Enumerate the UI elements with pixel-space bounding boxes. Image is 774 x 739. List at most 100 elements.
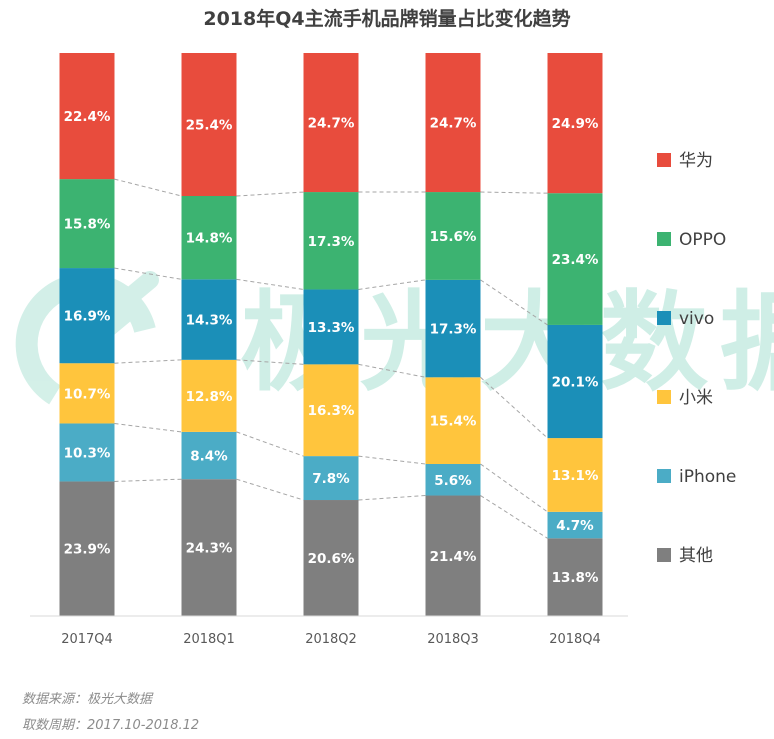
x-tick-label: 2018Q4: [549, 632, 601, 647]
bar-series-2018q1: [181, 479, 237, 616]
data-label: 13.8%: [552, 570, 599, 586]
connector-line: [358, 495, 426, 501]
bar-series-2018q2: [303, 500, 359, 616]
connector-line: [236, 191, 304, 197]
bar-series-2018q2: [303, 53, 359, 193]
bar-iphone-2018q2: [303, 456, 359, 501]
bar-vivo-2018q4: [547, 324, 603, 439]
x-tick-label: 2018Q3: [427, 632, 479, 647]
connector-line: [358, 363, 426, 378]
legend-swatch: [657, 232, 671, 246]
data-label: 12.8%: [186, 389, 233, 405]
bar-oppo-2018q4: [547, 193, 603, 325]
bar-iphone-2018q4: [547, 511, 603, 539]
data-label: 24.3%: [186, 541, 233, 557]
connector-line: [114, 359, 182, 364]
data-label: 15.6%: [430, 229, 477, 245]
bar-vivo-2018q1: [181, 279, 237, 360]
bar-series-2018q1: [181, 53, 237, 197]
connector-line: [236, 478, 304, 501]
x-tick-label: 2018Q2: [305, 632, 357, 647]
legend-label: 华为: [679, 151, 713, 171]
x-tick-label: 2018Q1: [183, 632, 235, 647]
legend: 华为 OPPO vivo 小米 iPhone 其他: [657, 151, 736, 566]
data-label: 21.4%: [430, 549, 477, 565]
bars: 23.9% 10.3% 10.7% 16.9% 15.8% 22.4% 24.3% 8.4% 1…: [59, 53, 603, 616]
connector-line: [114, 267, 182, 280]
connector-line: [114, 178, 182, 197]
data-label: 13.1%: [552, 468, 599, 484]
stacked-bar-chart: 极光大数据 23.9% 10.3% 10.7% 16.9% 15.8% 22.4% 24.3…: [15, 53, 774, 647]
bar-oppo-2018q1: [181, 196, 237, 280]
bar-series-2018q4: [547, 53, 603, 194]
watermark: 极光大数据: [15, 271, 774, 406]
data-label: 15.4%: [430, 414, 477, 430]
connector-line: [114, 422, 182, 433]
bar-series-2017q4: [59, 53, 115, 180]
bar-series-2018q4: [547, 538, 603, 616]
bar-iphone-2017q4: [59, 423, 115, 482]
data-label: 16.9%: [64, 309, 111, 325]
data-label: 23.4%: [552, 252, 599, 268]
chart-title: 2018年Q4主流手机品牌销量占比变化趋势: [203, 8, 571, 30]
data-label: 14.8%: [186, 231, 233, 247]
bar-series-2018q4: [547, 438, 603, 512]
data-label: 20.6%: [308, 551, 355, 567]
connector-line: [358, 279, 426, 290]
bar-series-2018q3: [425, 377, 481, 464]
data-label: 7.8%: [312, 471, 350, 487]
data-label: 20.1%: [552, 375, 599, 391]
bar-oppo-2018q2: [303, 192, 359, 290]
data-source: 数据来源：极光大数据: [22, 692, 153, 707]
legend-swatch: [657, 548, 671, 562]
legend-item-oppo: OPPO: [657, 230, 726, 250]
bar-vivo-2018q3: [425, 279, 481, 378]
bar-series-2018q3: [425, 53, 481, 193]
data-period: 取数周期：2017.10-2018.12: [22, 718, 200, 733]
bar-iphone-2018q3: [425, 463, 481, 496]
connector-line: [114, 478, 182, 482]
data-label: 24.9%: [552, 116, 599, 132]
legend-swatch: [657, 153, 671, 167]
connector-line: [480, 495, 548, 539]
data-label: 5.6%: [434, 473, 472, 489]
data-label: 14.3%: [186, 313, 233, 329]
connector-line: [480, 463, 548, 513]
data-label: 17.3%: [308, 234, 355, 250]
bar-vivo-2017q4: [59, 268, 115, 364]
bar-series-2017q4: [59, 363, 115, 424]
data-label: 24.7%: [308, 116, 355, 132]
bar-series-2018q1: [181, 359, 237, 432]
legend-label: OPPO: [679, 230, 726, 250]
data-label: 15.8%: [64, 217, 111, 233]
connector-lines: [114, 178, 548, 539]
bar-oppo-2018q3: [425, 192, 481, 280]
data-label: 16.3%: [308, 403, 355, 419]
legend-swatch: [657, 469, 671, 483]
bar-series-2018q2: [303, 364, 359, 457]
legend-swatch: [657, 390, 671, 404]
bar-series-2018q3: [425, 495, 481, 616]
legend-item-vivo: vivo: [657, 309, 714, 329]
legend-item-series: 华为: [657, 151, 713, 171]
connector-line: [480, 376, 548, 439]
data-label: 10.3%: [64, 445, 111, 461]
connector-line: [480, 191, 548, 194]
connector-line: [358, 455, 426, 465]
bar-oppo-2017q4: [59, 179, 115, 269]
data-label: 25.4%: [186, 118, 233, 134]
data-label: 4.7%: [556, 518, 594, 534]
legend-swatch: [657, 311, 671, 325]
data-label: 10.7%: [64, 386, 111, 402]
data-label: 13.3%: [308, 320, 355, 336]
data-label: 22.4%: [64, 109, 111, 125]
legend-label: vivo: [679, 309, 714, 329]
legend-item-iphone: iPhone: [657, 467, 736, 487]
legend-item-series: 小米: [657, 388, 713, 408]
bar-iphone-2018q1: [181, 431, 237, 480]
x-tick-label: 2017Q4: [61, 632, 113, 647]
legend-label: 小米: [679, 388, 713, 408]
data-label: 8.4%: [190, 449, 228, 465]
legend-label: 其他: [679, 546, 713, 566]
data-label: 23.9%: [64, 542, 111, 558]
